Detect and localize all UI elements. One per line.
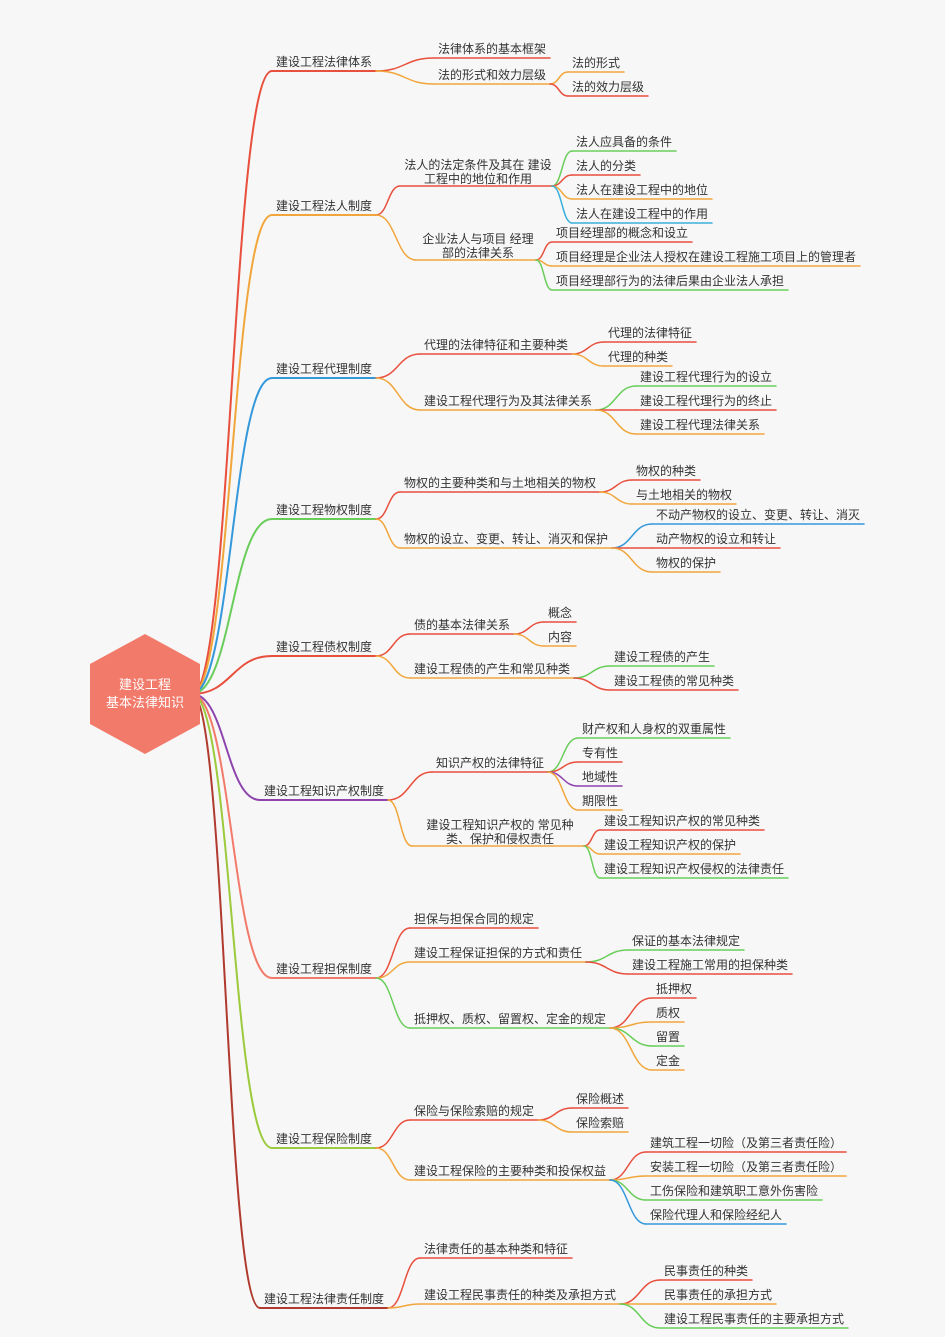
mindmap-node: 民事责任的种类 xyxy=(664,1264,748,1278)
mindmap-node: 建设工程施工常用的担保种类 xyxy=(632,958,788,972)
mindmap-node: 建设工程物权制度 xyxy=(276,503,372,517)
mindmap-node: 建设工程担保制度 xyxy=(276,962,372,976)
mindmap-node: 法律责任的基本种类和特征 xyxy=(424,1242,568,1256)
mindmap-node: 期限性 xyxy=(582,794,618,808)
mindmap-node: 建设工程债权制度 xyxy=(276,640,372,654)
root-label: 建设工程 基本法律知识 xyxy=(106,676,184,712)
mindmap-node: 专有性 xyxy=(582,746,618,760)
mindmap-node: 保险与保险索赔的规定 xyxy=(414,1104,534,1118)
mindmap-node: 质权 xyxy=(656,1006,680,1020)
mindmap-node: 建设工程知识产权制度 xyxy=(264,784,384,798)
mindmap-node: 不动产物权的设立、变更、转让、消灭 xyxy=(656,508,860,522)
mindmap-node: 安装工程一切险（及第三者责任险） xyxy=(650,1160,842,1174)
mindmap-node: 法的效力层级 xyxy=(572,80,644,94)
mindmap-node: 概念 xyxy=(548,606,572,620)
mindmap-node: 建设工程法律责任制度 xyxy=(264,1292,384,1306)
mindmap-node: 建设工程代理法律关系 xyxy=(640,418,760,432)
mindmap-node: 法人的分类 xyxy=(576,159,636,173)
mindmap-node: 建设工程债的常见种类 xyxy=(614,674,734,688)
mindmap-node: 工伤保险和建筑职工意外伤害险 xyxy=(650,1184,818,1198)
mindmap-node: 建设工程代理行为及其法律关系 xyxy=(424,394,592,408)
mindmap-node: 建设工程法律体系 xyxy=(276,55,372,69)
mindmap-node: 保险代理人和保险经纪人 xyxy=(650,1208,782,1222)
mindmap-node: 建设工程知识产权的保护 xyxy=(604,838,736,852)
mindmap-node: 项目经理部行为的法律后果由企业法人承担 xyxy=(556,274,784,288)
mindmap-node: 内容 xyxy=(548,630,572,644)
mindmap-node: 建设工程法人制度 xyxy=(276,199,372,213)
mindmap-node: 物权的主要种类和与土地相关的物权 xyxy=(404,476,596,490)
mindmap-node: 财产权和人身权的双重属性 xyxy=(582,722,726,736)
mindmap-node: 法人在建设工程中的地位 xyxy=(576,183,708,197)
mindmap-node: 建设工程代理制度 xyxy=(276,362,372,376)
mindmap-node: 建设工程知识产权的常见种类 xyxy=(604,814,760,828)
mindmap-node: 保险索赔 xyxy=(576,1116,624,1130)
mindmap-node: 担保与担保合同的规定 xyxy=(414,912,534,926)
mindmap-node: 项目经理是企业法人授权在建设工程施工项目上的管理者 xyxy=(556,250,856,264)
mindmap-node: 债的基本法律关系 xyxy=(414,618,510,632)
mindmap-node: 保险概述 xyxy=(576,1092,624,1106)
mindmap-node: 建设工程知识产权侵权的法律责任 xyxy=(604,862,784,876)
mindmap-node: 建设工程保险制度 xyxy=(276,1132,372,1146)
mindmap-node: 法人应具备的条件 xyxy=(576,135,672,149)
mindmap-node: 地域性 xyxy=(582,770,618,784)
mindmap-node: 抵押权、质权、留置权、定金的规定 xyxy=(414,1012,606,1026)
mindmap-node: 定金 xyxy=(656,1054,680,1068)
mindmap-node: 建设工程民事责任的种类及承担方式 xyxy=(424,1288,616,1302)
mindmap-node: 代理的法律特征和主要种类 xyxy=(424,338,568,352)
mindmap-node: 企业法人与项目 经理部的法律关系 xyxy=(420,232,536,261)
mindmap-node: 建设工程保证担保的方式和责任 xyxy=(414,946,582,960)
mindmap-node: 建设工程债的产生和常见种类 xyxy=(414,662,570,676)
mindmap-node: 建设工程债的产生 xyxy=(614,650,710,664)
mindmap-node: 法的形式 xyxy=(572,56,620,70)
mindmap-node: 建设工程保险的主要种类和投保权益 xyxy=(414,1164,606,1178)
mindmap-node: 建设工程知识产权的 常见种类、保护和侵权责任 xyxy=(416,818,584,847)
mindmap-node: 法的形式和效力层级 xyxy=(438,68,546,82)
mindmap-node: 动产物权的设立和转让 xyxy=(656,532,776,546)
mindmap-node: 法人在建设工程中的作用 xyxy=(576,207,708,221)
mindmap-node: 民事责任的承担方式 xyxy=(664,1288,772,1302)
mindmap-node: 与土地相关的物权 xyxy=(636,488,732,502)
mindmap-node: 物权的种类 xyxy=(636,464,696,478)
mindmap-node: 物权的设立、变更、转让、消灭和保护 xyxy=(404,532,608,546)
mindmap-node: 项目经理部的概念和设立 xyxy=(556,226,688,240)
mindmap-node: 代理的法律特征 xyxy=(608,326,692,340)
mindmap-node: 代理的种类 xyxy=(608,350,668,364)
mindmap-node: 知识产权的法律特征 xyxy=(436,756,544,770)
mindmap-node: 建筑工程一切险（及第三者责任险） xyxy=(650,1136,842,1150)
mindmap-node: 保证的基本法律规定 xyxy=(632,934,740,948)
mindmap-node: 留置 xyxy=(656,1030,680,1044)
mindmap-node: 物权的保护 xyxy=(656,556,716,570)
mindmap-node: 建设工程民事责任的主要承担方式 xyxy=(664,1312,844,1326)
mindmap-node: 建设工程代理行为的终止 xyxy=(640,394,772,408)
mindmap-node: 法律体系的基本框架 xyxy=(438,42,546,56)
mindmap-node: 抵押权 xyxy=(656,982,692,996)
mindmap-node: 法人的法定条件及其在 建设工程中的地位和作用 xyxy=(404,158,552,187)
mindmap-node: 建设工程代理行为的设立 xyxy=(640,370,772,384)
